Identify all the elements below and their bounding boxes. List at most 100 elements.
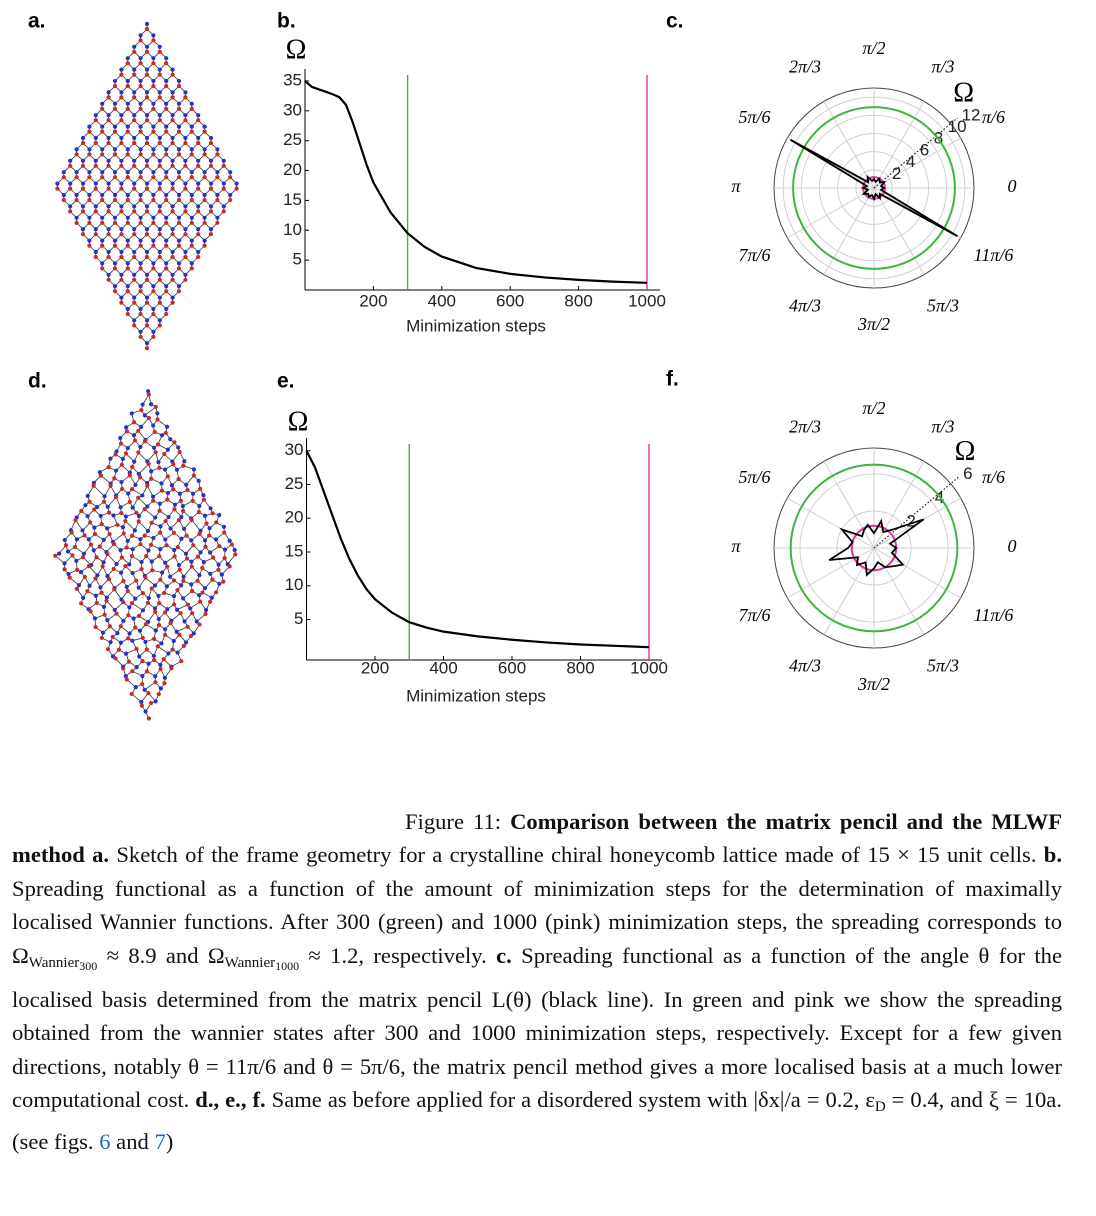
atom xyxy=(94,600,99,605)
atom xyxy=(138,311,143,317)
atom xyxy=(79,508,84,514)
atom xyxy=(120,456,125,461)
atom xyxy=(196,509,202,515)
atom xyxy=(172,440,177,445)
atom xyxy=(119,232,124,237)
atom xyxy=(176,170,182,175)
figure-link[interactable]: 6 xyxy=(99,1128,111,1154)
atom xyxy=(87,220,92,225)
atom xyxy=(80,135,86,141)
atom xyxy=(83,503,88,508)
atom xyxy=(106,135,111,141)
x-tick-label: 600 xyxy=(496,291,524,310)
atom xyxy=(144,90,150,95)
atom xyxy=(132,209,137,214)
atom xyxy=(125,588,130,594)
atom xyxy=(112,587,117,592)
atom xyxy=(159,481,164,486)
atom xyxy=(119,95,124,100)
y-tick-label: 25 xyxy=(285,474,304,493)
atom xyxy=(197,531,202,536)
atom xyxy=(197,573,202,578)
atom xyxy=(136,585,141,590)
atom xyxy=(139,559,144,565)
atom xyxy=(165,607,170,612)
atom xyxy=(100,147,105,152)
atom xyxy=(164,311,169,317)
atom xyxy=(138,238,143,243)
atom xyxy=(120,525,126,530)
atom xyxy=(152,657,157,663)
atom xyxy=(74,152,79,157)
panel-label: a. xyxy=(28,10,46,33)
atom xyxy=(74,215,79,220)
atom xyxy=(202,513,208,518)
atom xyxy=(191,631,196,636)
atom xyxy=(157,181,162,186)
atom xyxy=(74,175,79,180)
atom xyxy=(127,631,132,636)
atom xyxy=(65,549,71,554)
atom xyxy=(100,152,105,157)
atom xyxy=(163,430,168,436)
atom xyxy=(158,666,163,672)
atom xyxy=(118,505,123,510)
atom xyxy=(138,129,143,134)
atom xyxy=(151,78,156,84)
atom xyxy=(106,576,112,582)
atom xyxy=(78,569,84,575)
figure-link[interactable]: 7 xyxy=(154,1128,166,1154)
atom xyxy=(107,531,112,537)
atom xyxy=(134,646,139,651)
angular-grid xyxy=(787,187,875,239)
atom xyxy=(151,289,156,294)
atom xyxy=(105,552,110,557)
atom xyxy=(149,469,154,474)
atom xyxy=(114,561,119,567)
atom xyxy=(203,607,209,613)
atom xyxy=(151,101,156,106)
atom xyxy=(150,494,156,499)
atom xyxy=(190,491,196,496)
atom xyxy=(132,181,137,186)
atom xyxy=(196,204,201,209)
atom xyxy=(70,553,75,558)
atom xyxy=(189,215,194,220)
atom xyxy=(108,640,113,645)
y-tick-label: 25 xyxy=(283,130,302,149)
atom xyxy=(172,507,177,512)
atom xyxy=(151,83,156,89)
atom xyxy=(124,429,129,434)
atom xyxy=(146,691,151,696)
radial-axis-label: Ω xyxy=(953,78,974,109)
atom xyxy=(163,537,168,542)
caption-text: and xyxy=(110,1128,155,1154)
atom xyxy=(133,482,138,487)
atom xyxy=(138,266,143,271)
atom xyxy=(85,589,90,594)
x-tick-label: 1000 xyxy=(630,658,668,677)
atom xyxy=(174,467,180,472)
reference-circle xyxy=(792,106,956,270)
atom xyxy=(183,140,188,146)
angle-tick-label: 7π/6 xyxy=(738,245,770,265)
atom xyxy=(125,311,130,317)
atom xyxy=(125,101,130,106)
atom xyxy=(183,186,188,191)
y-tick-label: 15 xyxy=(283,190,302,209)
atom xyxy=(159,433,165,438)
atom xyxy=(138,78,143,84)
atom xyxy=(132,254,137,260)
atom xyxy=(178,498,184,503)
atom xyxy=(168,437,173,442)
atom xyxy=(87,147,92,152)
atom xyxy=(132,95,137,100)
atom xyxy=(158,662,163,667)
atom xyxy=(133,685,138,690)
atom xyxy=(140,659,145,664)
atom xyxy=(185,602,190,607)
atom xyxy=(119,67,124,72)
atom xyxy=(125,266,130,271)
atom xyxy=(132,44,137,49)
atom xyxy=(214,520,219,525)
